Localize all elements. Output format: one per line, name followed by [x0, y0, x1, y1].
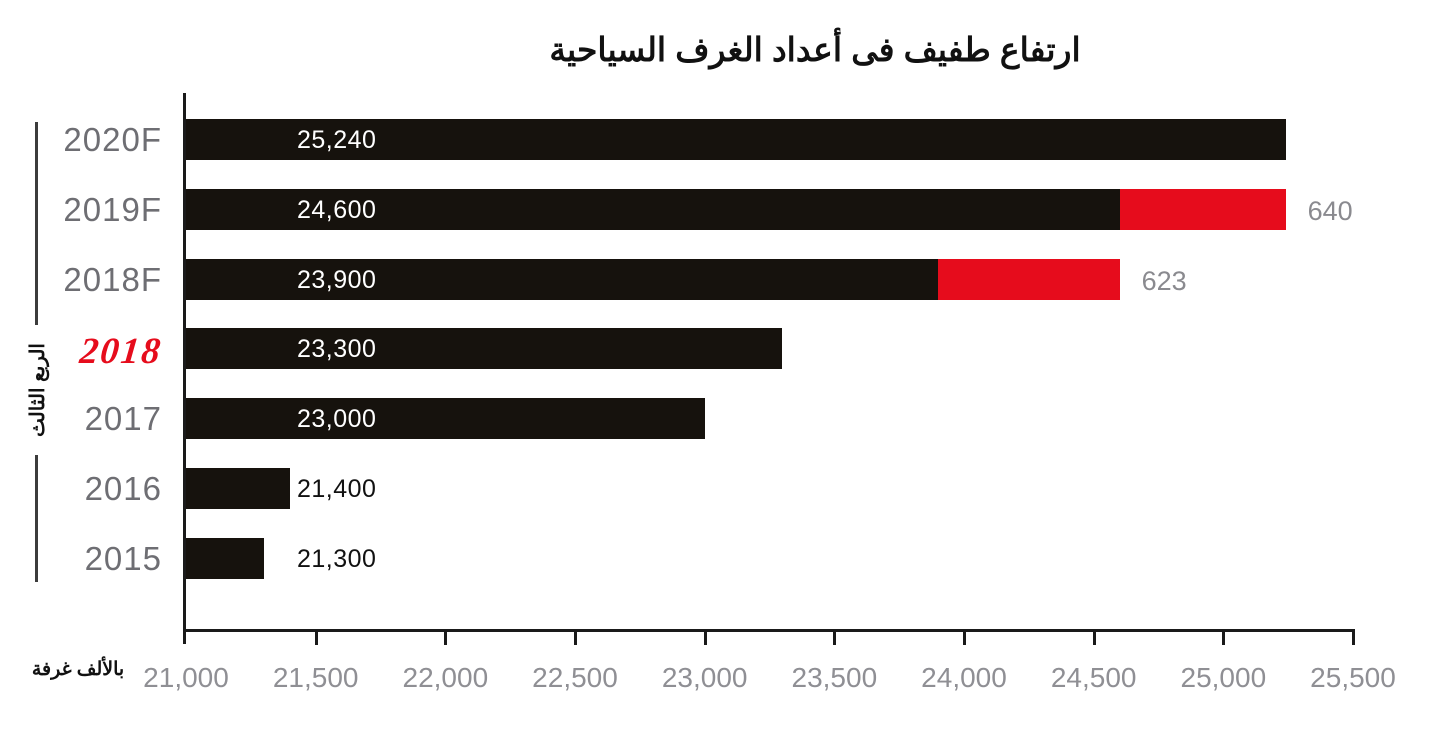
red-segment-2018F [938, 258, 1120, 300]
x-tick-label-22500: 22,500 [532, 662, 618, 693]
value-label-2018: 23,300 [297, 335, 377, 364]
year-bracket-line-bottom [35, 455, 38, 582]
year-label-2017: 2017 [84, 400, 162, 438]
bar-2019F [186, 188, 1120, 230]
x-axis-line [183, 629, 1355, 632]
year-label-2019F: 2019F [63, 190, 162, 228]
x-tick-label-23000: 23,000 [661, 662, 748, 693]
bar-2018F [186, 258, 939, 300]
chart-title: ارتفاع طفيف فى أعداد الغرف السياحية [549, 31, 1081, 68]
x-tick-label-23500: 23,500 [791, 662, 878, 693]
value-label-2018F: 23,900 [297, 265, 377, 294]
value-label-2020F: 25,240 [297, 126, 377, 154]
year-label-2018: 2018 [77, 331, 165, 373]
value-label-2016: 21,400 [297, 475, 377, 503]
x-tick-23500 [833, 631, 837, 645]
value-label-2019F: 24,600 [297, 195, 377, 224]
x-tick-24500 [1092, 631, 1096, 645]
x-tick-label-25000: 25,000 [1180, 662, 1267, 693]
year-label-2015: 2015 [84, 539, 162, 577]
x-tick-label-25500: 25,500 [1310, 662, 1396, 693]
x-tick-22500 [574, 631, 577, 645]
x-tick-label-24000: 24,000 [921, 662, 1007, 693]
year-label-2020F: 2020F [63, 121, 162, 158]
x-tick-22000 [444, 631, 448, 645]
x-tick-label-22000: 22,000 [402, 662, 489, 693]
year-bracket-line-top [35, 122, 38, 325]
x-axis-unit-label: بالألف غرفة [31, 659, 125, 680]
value-label-2015: 21,300 [297, 544, 377, 573]
x-tick-label-21500: 21,500 [272, 662, 359, 693]
bar-2020F [186, 119, 1286, 160]
x-tick-25500 [1352, 631, 1355, 645]
year-label-2018F: 2018F [63, 260, 162, 298]
bar-2018 [186, 328, 783, 370]
bar-2016 [186, 468, 290, 509]
bar-2015 [186, 537, 264, 579]
x-tick-24000 [963, 631, 966, 645]
red-segment-2019F [1119, 188, 1286, 230]
x-tick-25000 [1222, 631, 1226, 645]
x-tick-label-21000: 21,000 [143, 662, 229, 693]
y-axis-line [183, 93, 186, 644]
bar-2017 [186, 398, 705, 440]
year-label-2016: 2016 [84, 470, 162, 507]
value-label-2017: 23,000 [297, 405, 377, 434]
delta-label-2018F: 623 [1141, 265, 1187, 296]
x-tick-21500 [314, 631, 318, 645]
delta-label-2019F: 640 [1307, 195, 1353, 226]
x-tick-label-24500: 24,500 [1050, 662, 1137, 693]
x-tick-23000 [703, 631, 707, 645]
